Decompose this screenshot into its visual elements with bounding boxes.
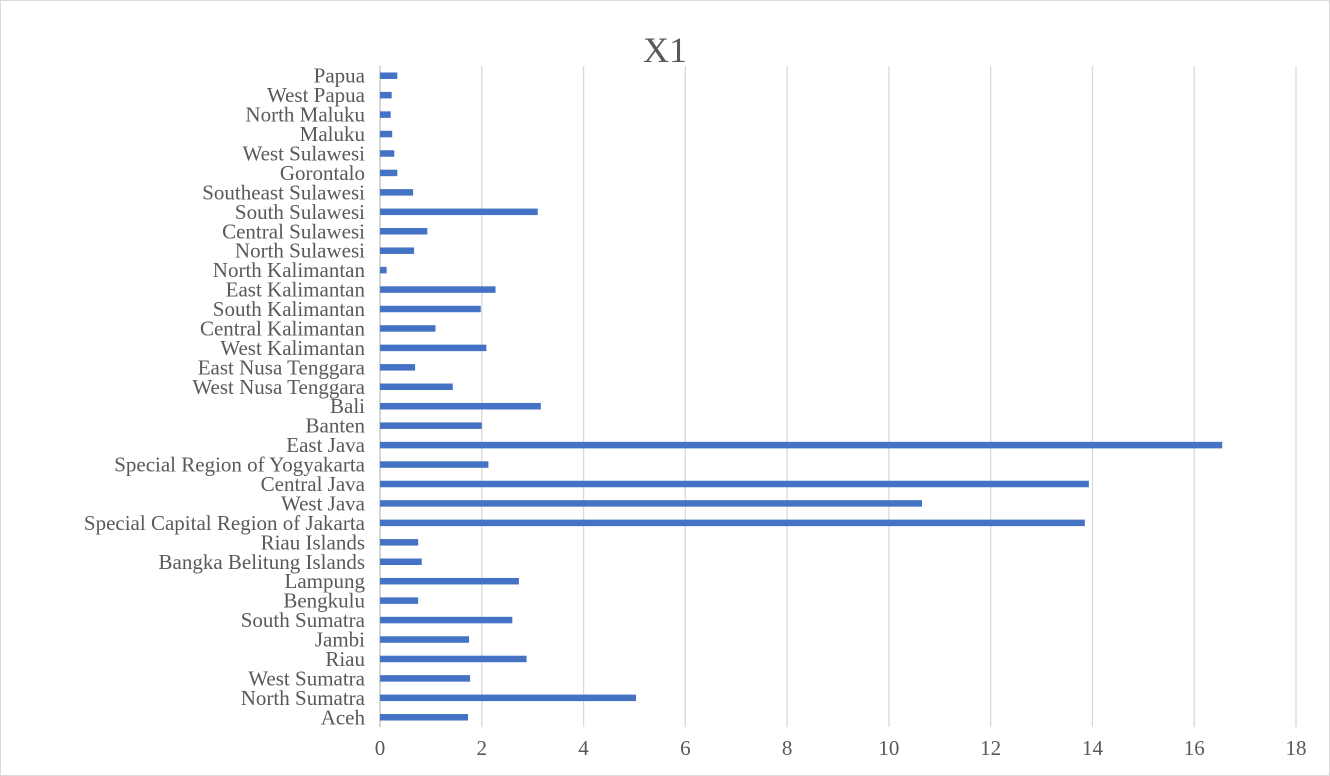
bar [380,616,513,624]
category-label: Bali [330,394,365,418]
category-label: North Sumatra [241,686,366,710]
bar [380,266,387,274]
x-tick-label: 8 [782,736,793,760]
bar [380,111,391,118]
bar [380,597,419,604]
bar [380,441,1223,449]
bar [380,422,482,429]
category-label: Aceh [321,705,366,729]
category-label: West Papua [267,83,366,107]
category-label: Maluku [300,122,366,146]
x-tick-label: 2 [477,736,488,760]
bar [380,208,538,216]
category-label: South Sumatra [241,608,366,632]
bar [380,130,393,138]
bar [380,519,1085,527]
bar [380,305,481,313]
category-label: Special Capital Region of Jakarta [84,511,366,535]
category-label: West Nusa Tenggara [192,375,365,399]
bar [380,500,922,507]
category-label: Central Java [261,472,366,496]
bar [380,364,416,371]
x-tick-label: 18 [1286,736,1307,760]
category-label: Special Region of Yogyakarta [114,453,365,477]
bar [380,402,541,410]
x-tick-label: 0 [375,736,386,760]
category-label: East Nusa Tenggara [198,355,366,379]
bar [380,150,395,157]
category-label: North Maluku [245,103,365,127]
category-label: Southeast Sulawesi [202,180,365,204]
bar [380,480,1089,488]
bar [380,189,414,196]
category-label: North Kalimantan [213,258,366,282]
bar [380,247,415,254]
bar [380,228,428,235]
category-label: West Java [281,491,366,515]
bar [380,286,496,293]
x-tick-label: 6 [680,736,691,760]
category-label: Central Sulawesi [222,219,365,243]
bar [380,169,398,177]
category-label: Papua [314,64,366,88]
bar [380,675,471,682]
category-label: West Sulawesi [242,141,365,165]
category-label: Central Kalimantan [200,316,366,340]
category-label: Banten [306,414,366,438]
bars [380,72,1223,721]
bar [380,636,470,643]
category-label: East Java [286,433,365,457]
bar [380,461,489,468]
x-tick-label: 10 [878,736,899,760]
category-label: Bangka Belitung Islands [159,550,365,574]
bar [380,344,487,352]
bar [380,694,636,702]
gridlines [379,66,1297,727]
x-tick-labels: 0 2 4 6 8 10 12 14 16 18 [375,736,1307,760]
bar [380,325,436,332]
bar [380,655,527,663]
category-label: Lampung [285,569,366,593]
x-tick-label: 14 [1082,736,1104,760]
category-label: Gorontalo [280,161,365,185]
bar [380,91,392,99]
category-label: Riau Islands [261,530,365,554]
category-label: Jambi [315,628,365,652]
x-tick-label: 4 [578,736,589,760]
x-tick-label: 16 [1184,736,1205,760]
chart-title: X1 [643,30,687,70]
bar [380,577,519,585]
bar [380,558,422,565]
x-tick-label: 12 [980,736,1001,760]
category-label: North Sulawesi [235,239,365,263]
bar [380,539,419,546]
bar [380,72,398,79]
bar [380,383,453,391]
category-label: East Kalimantan [226,278,366,302]
category-label: West Kalimantan [220,336,365,360]
bar [380,714,469,721]
category-label: South Sulawesi [235,200,365,224]
category-label: West Sumatra [248,666,365,690]
category-label: Bengkulu [283,589,365,613]
category-label: South Kalimantan [213,297,366,321]
category-label: Riau [325,647,365,671]
